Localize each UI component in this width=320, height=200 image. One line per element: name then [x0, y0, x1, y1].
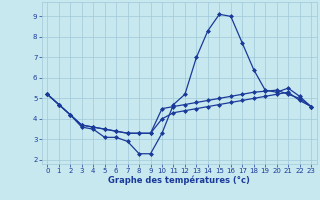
X-axis label: Graphe des températures (°c): Graphe des températures (°c) [108, 176, 250, 185]
